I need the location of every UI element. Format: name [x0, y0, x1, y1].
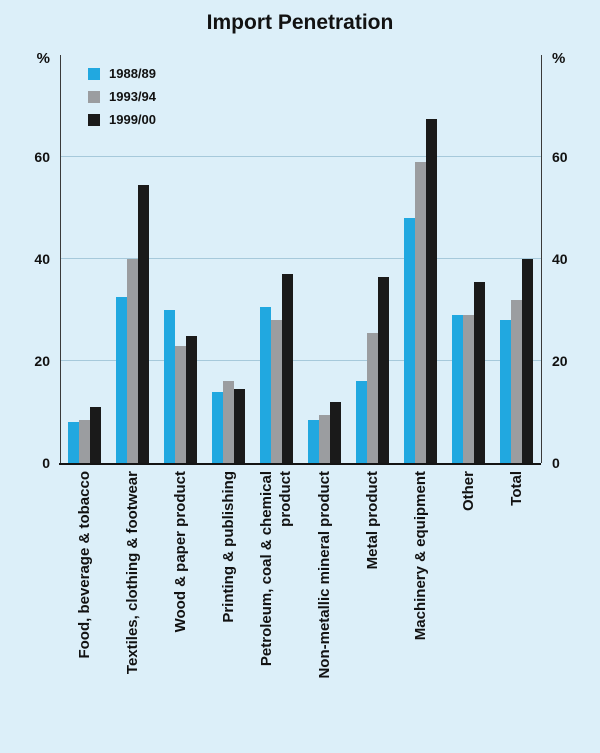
x-label: Food, beverage & tobacco — [75, 471, 93, 659]
bar-series1-cat8 — [404, 218, 415, 463]
bar-series1-cat7 — [356, 381, 367, 463]
x-label-slot-10: Total — [494, 471, 538, 713]
y-tick-right-60: 60 — [552, 149, 568, 165]
x-label-slot-3: Wood & paper product — [158, 471, 202, 713]
bar-series3-cat6 — [330, 402, 341, 463]
legend-label: 1999/00 — [109, 112, 156, 127]
legend-swatch-icon — [88, 90, 100, 103]
y-tick-left-20: 20 — [34, 353, 50, 369]
bar-series3-cat7 — [378, 277, 389, 463]
plot-area — [60, 55, 542, 463]
y-tick-right-0: 0 — [552, 455, 560, 471]
bar-series1-cat3 — [164, 310, 175, 463]
bar-series3-cat2 — [138, 185, 149, 463]
bar-series1-cat1 — [68, 422, 79, 463]
bar-series1-cat4 — [212, 392, 223, 463]
legend-swatch-icon — [88, 67, 100, 80]
y-axis-unit-left: % — [36, 50, 50, 67]
x-label-slot-8: Machinery & equipment — [398, 471, 442, 713]
legend-item-1988-89: 1988/89 — [88, 62, 156, 85]
bar-series2-cat2 — [127, 259, 138, 463]
x-label: Non-metallic mineral product — [315, 471, 333, 679]
gridline-20 — [61, 360, 541, 361]
x-label-slot-5: Petroleum, coal & chemical product — [254, 471, 298, 713]
bar-series3-cat4 — [234, 389, 245, 463]
bar-series3-cat1 — [90, 407, 101, 463]
x-label-slot-4: Printing & publishing — [206, 471, 250, 713]
bar-series1-cat6 — [308, 420, 319, 463]
legend-item-1993-94: 1993/94 — [88, 85, 156, 108]
chart-title: Import Penetration — [206, 11, 394, 34]
x-label: Textiles, clothing & footwear — [123, 471, 141, 675]
bar-series3-cat10 — [522, 259, 533, 463]
x-label-slot-7: Metal product — [350, 471, 394, 713]
bar-series3-cat5 — [282, 274, 293, 463]
bar-series2-cat4 — [223, 381, 234, 463]
y-tick-right-40: 40 — [552, 251, 568, 267]
x-label: Total — [507, 471, 525, 506]
bar-series1-cat5 — [260, 307, 271, 463]
legend-item-1999-00: 1999/00 — [88, 108, 156, 131]
x-label: Metal product — [363, 471, 381, 570]
bar-series2-cat10 — [511, 300, 522, 463]
bar-series2-cat7 — [367, 333, 378, 463]
x-label: Petroleum, coal & chemical product — [258, 471, 294, 667]
bar-series2-cat5 — [271, 320, 282, 463]
bar-series2-cat3 — [175, 346, 186, 463]
bar-series1-cat9 — [452, 315, 463, 463]
legend: 1988/89 1993/94 1999/00 — [88, 62, 156, 131]
x-label: Printing & publishing — [219, 471, 237, 623]
x-label-slot-9: Other — [446, 471, 490, 713]
gridline-60 — [61, 156, 541, 157]
x-label-slot-1: Food, beverage & tobacco — [62, 471, 106, 713]
x-axis-line — [59, 463, 541, 465]
bar-series1-cat2 — [116, 297, 127, 463]
legend-label: 1993/94 — [109, 89, 156, 104]
bar-series3-cat3 — [186, 336, 197, 463]
y-tick-right-20: 20 — [552, 353, 568, 369]
gridline-40 — [61, 258, 541, 259]
legend-swatch-icon — [88, 113, 100, 126]
y-tick-left-0: 0 — [42, 455, 50, 471]
bar-series3-cat9 — [474, 282, 485, 463]
legend-label: 1988/89 — [109, 66, 156, 81]
bar-series1-cat10 — [500, 320, 511, 463]
bar-series2-cat6 — [319, 415, 330, 463]
y-axis-unit-right: % — [552, 50, 566, 67]
bar-series2-cat9 — [463, 315, 474, 463]
x-label: Wood & paper product — [171, 471, 189, 633]
x-label: Machinery & equipment — [411, 471, 429, 641]
x-label: Other — [459, 471, 477, 512]
y-tick-left-60: 60 — [34, 149, 50, 165]
bar-series2-cat1 — [79, 420, 90, 463]
bar-series3-cat8 — [426, 119, 437, 463]
x-label-slot-6: Non-metallic mineral product — [302, 471, 346, 713]
bar-series2-cat8 — [415, 162, 426, 463]
x-label-slot-2: Textiles, clothing & footwear — [110, 471, 154, 713]
y-tick-left-40: 40 — [34, 251, 50, 267]
